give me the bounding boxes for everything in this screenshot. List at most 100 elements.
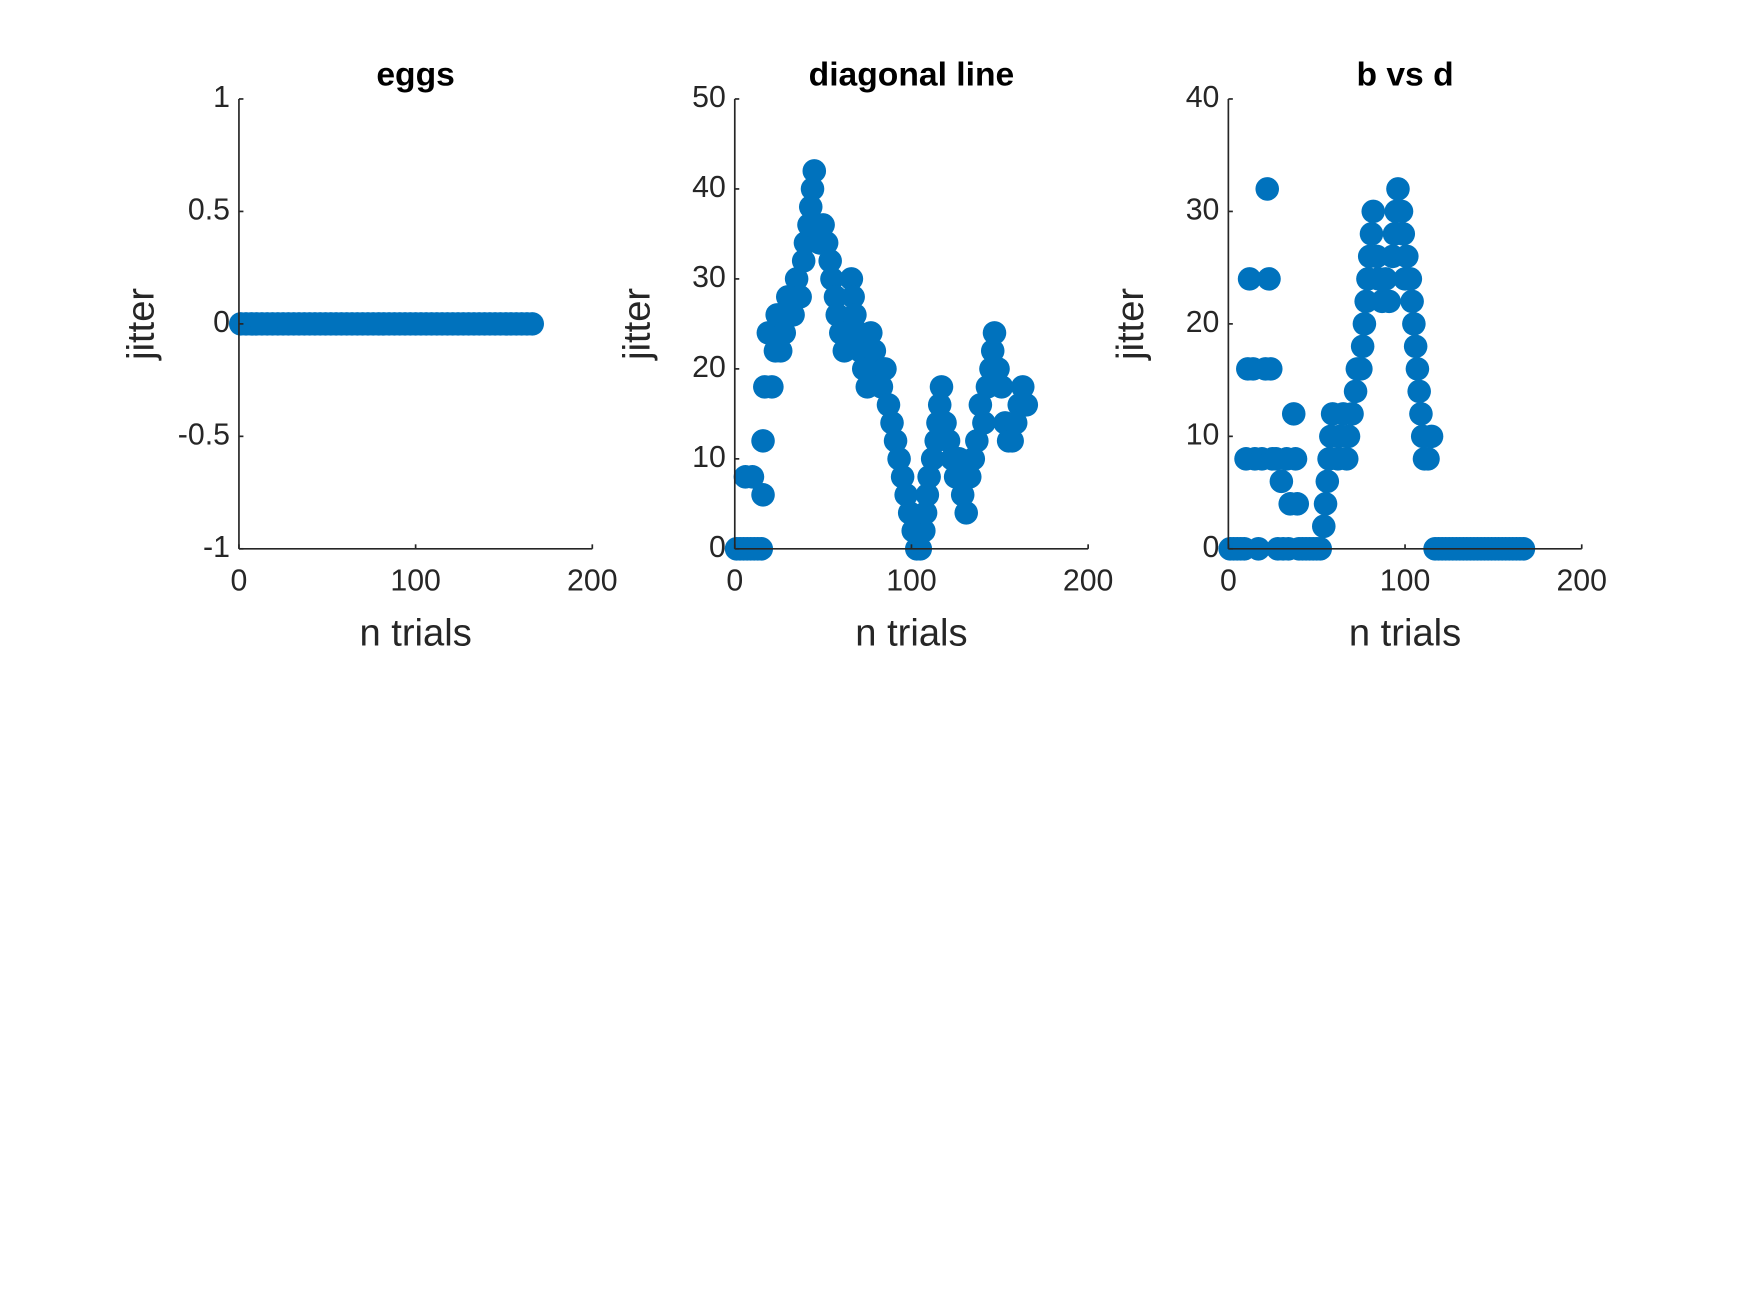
scatter-point <box>784 267 809 291</box>
x-axis-label: n trials <box>1349 611 1461 654</box>
scatter-point <box>913 501 938 525</box>
scatter-point <box>1402 312 1426 336</box>
scatter-point <box>825 303 850 327</box>
scatter-point <box>751 483 775 507</box>
scatter-point <box>1398 267 1423 291</box>
subplot: 0 100 200 0 10 20 30 40 50 diagonal line n trials j… <box>616 57 1114 655</box>
y-tick-label: 10 <box>692 441 726 474</box>
scatter-point <box>772 321 797 345</box>
scatter-point <box>800 177 825 201</box>
y-tick-label: 30 <box>1186 193 1220 226</box>
y-tick-label: 40 <box>692 171 726 204</box>
scatter-point <box>1255 177 1280 201</box>
scatter-point <box>915 483 940 507</box>
scatter-point <box>1269 469 1294 494</box>
scatter-point <box>1407 379 1431 404</box>
x-tick-label: 200 <box>1063 564 1114 597</box>
y-axis-label: jitter <box>1109 288 1152 361</box>
scatter-point <box>798 195 823 219</box>
y-tick-label: 0 <box>213 306 230 339</box>
scatter-point <box>972 411 996 435</box>
scatter-point <box>1334 447 1359 471</box>
scatter-point <box>1281 402 1306 426</box>
y-axis-label: jitter <box>120 288 163 361</box>
scatter-point <box>890 465 915 489</box>
scatter-point <box>1340 402 1364 426</box>
scatter-point <box>1395 244 1419 269</box>
scatter-point <box>811 213 835 237</box>
scatter-point <box>1361 199 1386 224</box>
scatter-point <box>1419 424 1444 449</box>
scatter-point <box>1315 469 1340 494</box>
scatter-point <box>894 483 918 507</box>
x-tick-label: 100 <box>390 564 441 597</box>
y-tick-label: 0 <box>1203 531 1220 564</box>
x-tick-label: 0 <box>231 564 248 597</box>
scatter-point <box>982 321 1007 345</box>
x-tick-label: 200 <box>1556 564 1606 597</box>
y-tick-label: -1 <box>203 531 230 564</box>
scatter-point <box>751 429 775 453</box>
scatter-point <box>740 465 765 489</box>
y-axis-label: jitter <box>616 288 659 361</box>
scatter-point <box>760 375 784 399</box>
scatter-point <box>1343 379 1368 404</box>
scatter-point <box>1386 177 1410 201</box>
scatter-point <box>823 285 848 309</box>
scatter-point <box>1000 429 1024 453</box>
scatter-point <box>1416 447 1440 471</box>
x-tick-label: 0 <box>726 564 743 597</box>
y-tick-label: 20 <box>1186 306 1220 339</box>
scatter-point <box>1391 222 1416 246</box>
scatter-point <box>841 285 865 309</box>
subplot: 0 100 200 0 10 20 30 40 b vs d n trials jitter <box>1109 57 1607 655</box>
scatter-point <box>929 375 954 399</box>
scatter-point <box>1352 312 1377 336</box>
scatter-point <box>1377 289 1401 314</box>
x-tick-label: 100 <box>1380 564 1430 597</box>
scatter-point <box>887 447 911 471</box>
y-tick-label: 1 <box>213 81 230 114</box>
scatter-point <box>814 231 839 255</box>
scatter-point <box>1311 514 1336 539</box>
x-axis-label: n trials <box>359 611 471 654</box>
scatter-point <box>980 339 1005 363</box>
scatter-point <box>1349 357 1373 381</box>
scatter-point <box>1405 357 1430 381</box>
scatter-point <box>1237 267 1262 291</box>
scatter-point <box>1285 492 1310 516</box>
y-tick-label: 0 <box>709 531 726 564</box>
scatter-point <box>986 357 1010 381</box>
scatter-point <box>1313 492 1338 516</box>
scatter-point <box>1403 334 1428 359</box>
scatter-point <box>1257 267 1281 291</box>
scatter-point <box>802 159 827 183</box>
scatter-point <box>1014 393 1039 417</box>
y-tick-label: 30 <box>692 261 726 294</box>
scatter-point <box>927 393 952 417</box>
scatter-point <box>1373 267 1398 291</box>
x-axis-label: n trials <box>855 611 967 654</box>
scatter-point <box>965 429 989 453</box>
scatter-point <box>989 375 1014 399</box>
scatter-point <box>873 357 897 381</box>
scatter-point <box>843 303 867 327</box>
scatter-point <box>1359 222 1384 246</box>
scatter-point <box>1350 334 1375 359</box>
scatter-point <box>957 465 982 489</box>
scatter-point <box>1409 402 1433 426</box>
y-tick-label: 20 <box>692 351 726 384</box>
chart-title: eggs <box>376 57 455 94</box>
scatter-point <box>818 249 842 273</box>
scatter-point <box>1336 424 1361 449</box>
scatter-point <box>1003 411 1028 435</box>
subplot: 0 100 200 -1 -0.5 0 0.5 1 eggs n trials jitter <box>120 57 618 655</box>
scatter-point <box>869 375 894 399</box>
scatter-point <box>876 393 901 417</box>
x-tick-label: 0 <box>1220 564 1237 597</box>
y-tick-label: 50 <box>692 81 726 114</box>
scatter-point <box>936 429 961 453</box>
scatter-point <box>791 249 816 273</box>
